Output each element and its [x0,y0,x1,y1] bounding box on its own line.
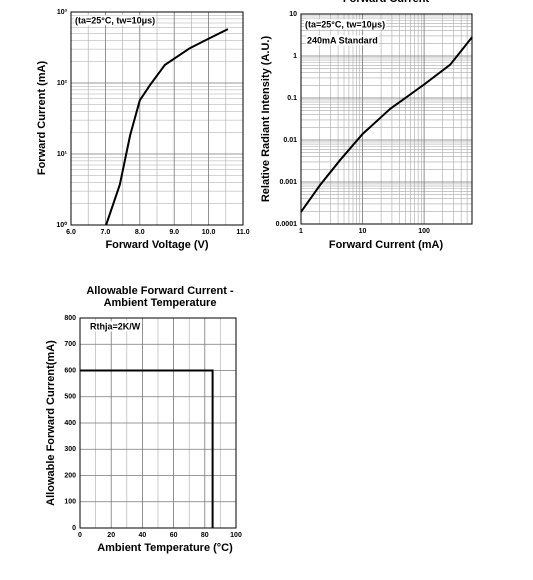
x-axis-label: Ambient Temperature (°C) [97,542,233,554]
y-tick-label: 100 [64,499,76,506]
chart-title: Allowable Forward Current - [86,285,234,297]
y-tick-label: 0.0001 [276,221,298,228]
y-tick-label: 400 [64,420,76,427]
annotation-bg [89,321,142,332]
y-axis-label: Allowable Forward Current(mA) [45,340,57,506]
y-tick-label: 700 [64,341,76,348]
plot-frame [79,317,237,529]
x-tick-label: 100 [230,532,242,539]
y-tick-label: 200 [64,472,76,479]
annotation: (ta=25°C, tw=10μs) [305,19,385,29]
y-tick-label: 300 [64,446,76,453]
y-tick-label: 0.01 [283,137,297,144]
annotation-bg [74,15,157,26]
y-tick-label: 0 [72,525,76,532]
data-line [300,36,473,213]
annotation-bg [306,35,379,46]
x-tick-label: 7.0 [101,229,111,236]
y-tick-label: 10¹ [57,151,68,158]
x-axis-label: Forward Current (mA) [329,239,444,251]
y-axis-label: Relative Radiant Intensity (A.U.) [260,36,272,203]
y-tick-label: 1 [293,53,297,60]
y-tick-label: 800 [64,315,76,322]
x-tick-label: 6.0 [66,229,76,236]
y-tick-label: 10⁰ [56,221,67,229]
annotation: Rthja=2K/W [90,321,141,331]
x-tick-label: 9.0 [169,229,179,236]
x-tick-label: 10.0 [202,229,216,236]
x-tick-label: 8.0 [135,229,145,236]
annotation-bg [304,19,387,30]
x-tick-label: 1 [299,228,303,235]
x-tick-label: 11.0 [236,229,249,236]
y-tick-label: 10² [57,80,68,87]
x-tick-label: 100 [418,228,430,235]
data-line [105,28,229,226]
plot-frame [70,11,244,226]
y-tick-label: 0.1 [287,95,297,102]
annotation: (ta=25°C, tw=10μs) [75,15,155,25]
x-tick-label: 80 [201,532,209,539]
x-tick-label: 0 [78,532,82,539]
y-axis-label: Forward Current (mA) [36,61,48,176]
y-tick-label: 600 [64,367,76,374]
y-tick-label: 500 [64,394,76,401]
chart-title: Forward Current [343,0,430,5]
x-tick-label: 10 [359,228,367,235]
data-line [80,369,214,528]
y-tick-label: 0.001 [279,179,297,186]
y-tick-label: 10³ [57,9,68,16]
y-tick-label: 10 [289,11,297,18]
annotation: 240mA Standard [307,35,378,45]
x-tick-label: 60 [170,532,178,539]
x-tick-label: 40 [139,532,147,539]
plot-frame [300,13,473,225]
x-tick-label: 20 [107,532,115,539]
chart-title: Ambient Temperature [104,297,217,309]
x-axis-label: Forward Voltage (V) [105,239,208,251]
